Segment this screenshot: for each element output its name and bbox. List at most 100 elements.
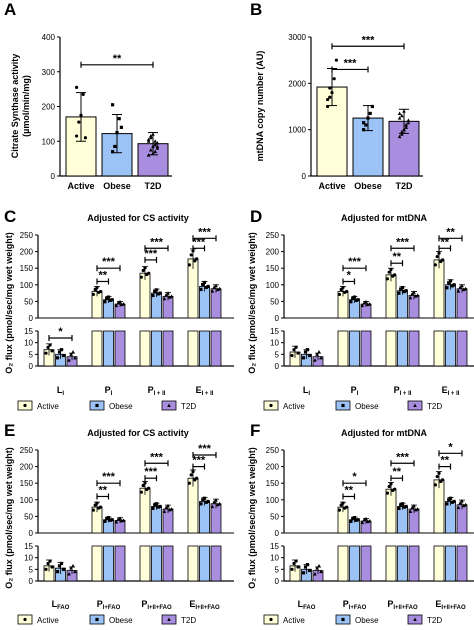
panel-F-data-point bbox=[447, 498, 451, 502]
panel-F-data-point bbox=[463, 502, 468, 507]
panel-E-lower-y-tick-label: 15 bbox=[24, 542, 33, 551]
panel-F-category-label: PI+FAO bbox=[343, 599, 367, 611]
panel-D-data-point bbox=[463, 286, 468, 291]
panel-B-data-point bbox=[400, 129, 404, 134]
panel-A-y-tick-label: 100 bbox=[42, 137, 56, 146]
panel-F-significance: *** bbox=[396, 451, 410, 463]
panel-B-y-tick-label: 2000 bbox=[288, 79, 306, 88]
panel-E-data-point bbox=[48, 559, 52, 563]
panel-C-data-point bbox=[99, 289, 103, 294]
panel-C-data-point bbox=[110, 298, 114, 302]
panel-D-bar-t2d-lower-segment bbox=[408, 330, 420, 367]
panel-C-data-point bbox=[91, 292, 95, 297]
panel-B-data-point bbox=[332, 77, 336, 81]
panel-D-y-label: O₂ flux (pmol/sec/mg wet weight) bbox=[247, 232, 257, 374]
panel-E-bar-t2d-lower-segment bbox=[162, 545, 174, 582]
panel-F-category-label: PI+II+FAO bbox=[387, 599, 418, 611]
panel-E-data-point bbox=[99, 505, 103, 509]
panel-F-data-point bbox=[458, 500, 462, 505]
panel-F-bar-t2d-lower-segment bbox=[408, 545, 420, 582]
panel-F-upper-y-tick-label: 250 bbox=[266, 446, 280, 455]
panel-F-data-point bbox=[448, 496, 453, 500]
panel-A-data-point bbox=[151, 144, 155, 148]
panel-D-data-point bbox=[445, 286, 449, 290]
panel-D-data-point bbox=[450, 284, 454, 288]
panel-C-data-point bbox=[116, 300, 120, 305]
panel-C-lower-y-tick-label: 5 bbox=[29, 350, 34, 359]
panel-C-title: Adjusted for CS activity bbox=[87, 213, 189, 223]
panel-C-bar-t2d bbox=[210, 288, 222, 319]
panel-C-bar-t2d-lower-segment bbox=[162, 330, 174, 367]
panel-D-data-point bbox=[385, 277, 389, 281]
panel-C-data-point bbox=[118, 299, 122, 304]
panel-A-data-point bbox=[153, 149, 157, 154]
panel-D-data-point bbox=[294, 345, 298, 349]
panel-F-upper-y-tick-label: 50 bbox=[270, 512, 279, 521]
panel-E-data-point bbox=[118, 516, 122, 520]
panel-C-y-label: O₂ flux (pmol/sec/mg wet weight) bbox=[4, 232, 14, 374]
panel-F-lower-y-tick-label: 15 bbox=[270, 542, 279, 551]
panel-F-bar-active-lower-segment bbox=[433, 545, 445, 582]
panel-D-data-point bbox=[290, 353, 294, 358]
panel-A-data-point bbox=[79, 113, 83, 117]
panel-C-upper-y-tick-label: 250 bbox=[20, 231, 34, 240]
panel-F-data-point bbox=[404, 504, 408, 509]
panel-E-category-label: PI+FAO bbox=[97, 599, 121, 611]
panel-label-a: A bbox=[4, 0, 17, 19]
panel-A-data-point bbox=[149, 147, 153, 152]
panel-C-data-point bbox=[105, 296, 109, 301]
panel-label-d: D bbox=[250, 207, 263, 226]
panel-E-data-point bbox=[206, 499, 210, 504]
panel-E-category-label: EI+II+FAO bbox=[189, 599, 220, 611]
panel-E-data-point bbox=[71, 563, 75, 568]
panel-E-bar-active-lower-segment bbox=[187, 545, 199, 582]
panel-B-data-point bbox=[326, 97, 330, 102]
legend-marker bbox=[413, 617, 417, 621]
panel-D-bar-active-lower-segment bbox=[385, 330, 397, 367]
panel-E-data-point bbox=[69, 566, 73, 570]
panel-C-bar-t2d-lower-segment bbox=[210, 330, 222, 367]
panel-D-data-point bbox=[404, 289, 408, 293]
panel-E-data-point bbox=[162, 509, 167, 513]
panel-F-bar-obese bbox=[445, 501, 456, 534]
legend-label-t2d: T2D bbox=[181, 616, 196, 625]
panel-F-data-point bbox=[389, 482, 393, 486]
panel-D-data-point bbox=[433, 263, 437, 267]
panel-A-y-tick-label: 200 bbox=[42, 103, 56, 112]
panel-D-lower-y-tick-label: 0 bbox=[275, 362, 280, 371]
panel-E-data-point bbox=[217, 501, 222, 506]
panel-A-data-point bbox=[151, 151, 155, 155]
panel-C-data-point bbox=[67, 358, 71, 362]
panel-A-y-tick-label: 300 bbox=[42, 68, 56, 77]
panel-C-data-point bbox=[162, 296, 167, 301]
panel-F-data-point bbox=[462, 503, 466, 508]
panel-A-data-point bbox=[119, 125, 123, 129]
panel-E-significance: *** bbox=[192, 455, 206, 467]
legend-marker bbox=[23, 617, 27, 622]
panel-D-upper-y-tick-label: 50 bbox=[270, 297, 279, 306]
panel-D-significance: * bbox=[347, 269, 352, 281]
panel-C-data-point bbox=[55, 356, 60, 360]
panel-E-data-point bbox=[143, 481, 147, 485]
panel-D-data-point bbox=[296, 351, 300, 355]
legend-label-obese: Obese bbox=[355, 616, 379, 625]
panel-B-data-point bbox=[400, 132, 404, 136]
panel-E-upper-y-tick-label: 50 bbox=[24, 512, 33, 521]
panel-E-data-point bbox=[199, 502, 203, 506]
panel-B-significance: *** bbox=[362, 34, 376, 46]
panel-B-data-point bbox=[406, 120, 411, 125]
panel-C-data-point bbox=[202, 280, 207, 285]
panel-E-bar-active-lower-segment bbox=[139, 545, 151, 582]
panel-E-data-point bbox=[67, 572, 71, 576]
panel-C-category-label: LI bbox=[57, 385, 65, 397]
panel-D-category-label: EI + II bbox=[442, 385, 460, 397]
panel-E-significance: *** bbox=[102, 471, 116, 483]
panel-F-upper-y-tick-label: 100 bbox=[266, 496, 280, 505]
panel-C-significance: *** bbox=[192, 236, 206, 248]
legend-marker bbox=[341, 403, 345, 408]
panel-D-data-point bbox=[345, 289, 349, 294]
panel-C-data-point bbox=[210, 289, 215, 293]
legend-label-active: Active bbox=[37, 402, 59, 411]
panel-C-data-point bbox=[151, 293, 155, 298]
panel-D-data-point bbox=[313, 358, 317, 362]
